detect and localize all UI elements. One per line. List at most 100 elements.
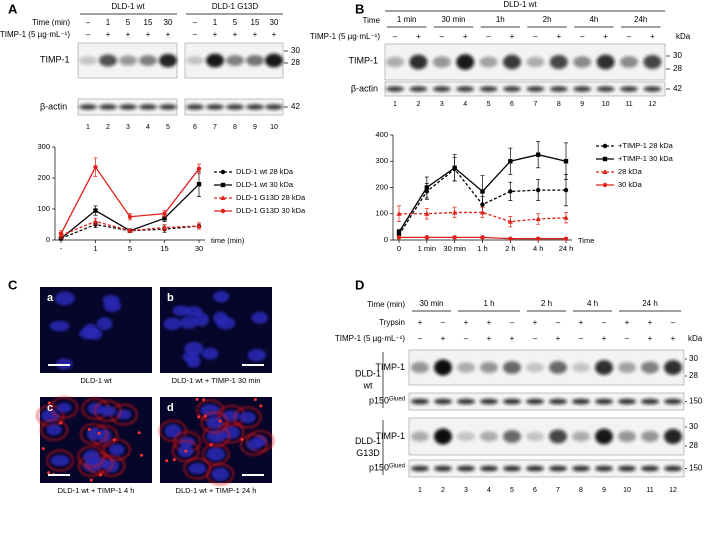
band: [664, 360, 682, 375]
band: [526, 362, 544, 373]
panel-letter: D: [355, 277, 364, 292]
x-tick-label: 1: [93, 244, 97, 253]
blot: [408, 459, 685, 478]
nucleus: [56, 402, 72, 413]
marker: [508, 159, 513, 164]
y-tick-label: 100: [37, 204, 50, 213]
marker: [92, 218, 99, 224]
time: 4h: [589, 15, 598, 24]
band: [618, 465, 636, 472]
x-tick-label: 30 min: [443, 244, 466, 253]
puncta: [197, 415, 201, 419]
x-tick-label: 1 h: [477, 244, 487, 253]
band: [434, 398, 452, 405]
y-tick-label: 300: [37, 142, 50, 151]
band: [572, 398, 590, 405]
treatment-sign: –: [193, 30, 198, 39]
nucleus: [109, 444, 125, 456]
band: [549, 429, 567, 444]
treatment-sign: +: [213, 30, 218, 39]
lane-number: 4: [146, 124, 150, 131]
treatment-sign: +: [487, 334, 492, 343]
marker: [563, 236, 569, 241]
lane-number: 5: [166, 124, 170, 131]
band: [664, 398, 682, 405]
micrograph: [160, 287, 272, 373]
lane-number: 3: [126, 124, 130, 131]
image-letter: a: [47, 292, 54, 304]
membrane: [240, 433, 268, 456]
nucleus: [194, 312, 210, 327]
nucleus: [206, 416, 223, 429]
cell-line: G13D: [356, 448, 380, 458]
marker: [480, 235, 485, 240]
nucleus: [163, 317, 182, 331]
cell-line: DLD-1: [355, 368, 381, 378]
y-tick-label: 400: [375, 130, 388, 139]
puncta: [259, 404, 263, 408]
puncta: [218, 419, 222, 423]
lane-number: 2: [441, 487, 445, 494]
marker: [479, 209, 486, 215]
lane-number: 3: [440, 101, 444, 108]
band: [432, 56, 451, 68]
membrane: [200, 411, 229, 434]
micrograph: [36, 396, 152, 483]
row-label: Trypsin: [379, 318, 405, 327]
legend-label: +TIMP-1 28 kDa: [618, 141, 674, 150]
legend-marker: [220, 182, 226, 188]
nucleus: [213, 290, 230, 303]
lane-number: 8: [557, 101, 561, 108]
lane-number: 12: [649, 101, 657, 108]
cell-line: wt: [363, 380, 373, 390]
marker: [58, 231, 64, 236]
treatment-sign: +: [533, 318, 538, 327]
marker: [535, 152, 541, 157]
membrane: [246, 430, 274, 452]
lane-number: 10: [602, 101, 610, 108]
band: [503, 398, 521, 405]
band: [119, 55, 137, 66]
blot: [408, 349, 685, 386]
band: [503, 465, 521, 472]
blot-label: TIMP-1: [348, 55, 378, 65]
puncta: [98, 473, 102, 477]
group-label: DLD-1 wt: [503, 0, 537, 9]
band: [480, 398, 498, 405]
treatment-sign: +: [106, 30, 111, 39]
time: 15: [251, 18, 260, 27]
treatment-sign: +: [272, 30, 277, 39]
band: [139, 104, 157, 110]
band: [618, 398, 636, 405]
nucleus: [164, 423, 182, 438]
puncta: [41, 447, 45, 451]
puncta: [87, 427, 91, 431]
y-tick-label: 300: [375, 156, 388, 165]
marker: [452, 165, 457, 171]
time: 15: [144, 18, 153, 27]
x-tick-label: 5: [128, 244, 132, 253]
nucleus: [79, 327, 98, 340]
treatment-sign: +: [146, 30, 151, 39]
treatment-sign: –: [393, 32, 398, 41]
nucleus: [49, 320, 70, 332]
band: [595, 428, 613, 445]
nucleus: [116, 409, 132, 420]
lane-number: 5: [487, 101, 491, 108]
treatment-sign: –: [579, 334, 584, 343]
band: [79, 104, 97, 110]
band: [159, 53, 177, 68]
treatment-sign: +: [648, 334, 653, 343]
band: [411, 431, 429, 442]
band: [386, 56, 404, 68]
micrograph: [159, 397, 274, 486]
band: [503, 361, 521, 374]
puncta: [202, 398, 206, 402]
kda-marker: 30: [673, 51, 682, 60]
band: [457, 465, 475, 472]
blot-label: TIMP-1: [40, 54, 70, 64]
legend-label: DLD-1 wt 28 kDa: [236, 167, 294, 176]
treatment-sign: –: [533, 32, 538, 41]
marker: [196, 182, 202, 187]
band: [99, 54, 117, 67]
